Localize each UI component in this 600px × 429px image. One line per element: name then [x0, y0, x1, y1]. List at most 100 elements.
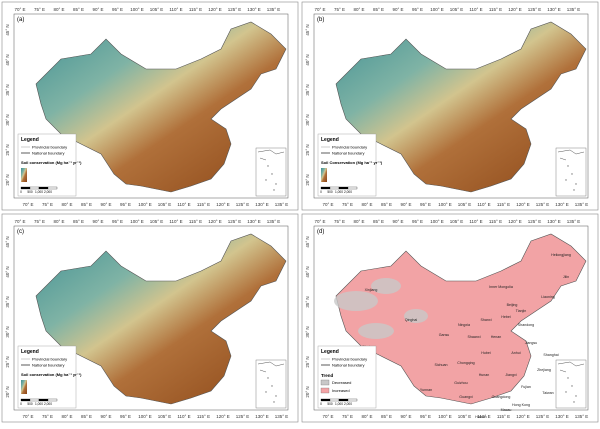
lon-label: 85° E — [381, 414, 392, 419]
lat-label: 25° N — [5, 144, 10, 155]
island — [565, 179, 567, 181]
province-label: Liaoning — [541, 295, 555, 299]
lon-label: 110° E — [477, 202, 490, 207]
lon-label: 75° E — [34, 7, 45, 12]
map-panel: (c) 70° E 70° E 75° E 75° E 80° E 80° E 85° E 85… — [1, 213, 299, 423]
scale-bar — [347, 186, 358, 190]
lon-label: 115° E — [489, 7, 502, 12]
lat-label: 40° N — [5, 54, 10, 65]
province-label: Sichuan — [435, 363, 448, 367]
legend-item: National boundary — [332, 151, 364, 156]
lon-label: 100° E — [430, 219, 444, 224]
legend-item: National boundary — [32, 151, 64, 156]
province-label: Fujian — [521, 385, 531, 389]
scale-label: 2,000 — [44, 190, 52, 194]
lon-label: 105° E — [150, 7, 164, 12]
map: Heilongjiang Jilin Liaoning Inner Mongolia B… — [334, 233, 587, 419]
panel-label: (d) — [317, 229, 324, 235]
lon-label: 130° E — [247, 219, 261, 224]
lon-label: 95° E — [412, 7, 423, 12]
scale-label: 500 — [327, 190, 333, 194]
inset-box — [555, 359, 587, 409]
scale-bar — [38, 398, 49, 402]
province-label: Shaanxi — [468, 335, 481, 339]
legend-box — [17, 133, 77, 197]
lon-label: 70° E — [14, 219, 25, 224]
lat-label: 45° N — [305, 236, 310, 247]
legend-item: National boundary — [32, 363, 64, 368]
island — [573, 401, 575, 403]
panel-label: (a) — [17, 17, 24, 23]
lat-label: 35° N — [5, 296, 10, 307]
lat-label: 25° N — [305, 356, 310, 367]
scale-bar — [338, 398, 349, 402]
map-frame — [313, 13, 589, 199]
lon-label: 135° E — [275, 414, 289, 419]
province-label: Hunan — [479, 373, 490, 377]
lon-label: 80° E — [353, 7, 364, 12]
lon-label: 75° E — [34, 219, 45, 224]
decrease-area — [358, 323, 394, 339]
province-label: Shandong — [518, 323, 534, 327]
province-label: Guangdong — [492, 395, 511, 399]
legend-title: Legend — [321, 349, 339, 355]
lon-label: 95° E — [112, 219, 123, 224]
scale-label: 500 — [27, 402, 33, 406]
lon-label: 105° E — [458, 414, 472, 419]
lon-label: 110° E — [169, 219, 182, 224]
lat-label: 20° N — [305, 174, 310, 185]
lon-label: 85° E — [73, 219, 84, 224]
map-panel: (b) 70° E 70° E 75° E 75° E 80° E 80° E 85° E 85… — [301, 1, 599, 211]
lon-label: 70° E — [322, 414, 333, 419]
lon-label: 100° E — [130, 7, 144, 12]
lon-label: 85° E — [81, 202, 92, 207]
lon-label: 125° E — [228, 7, 242, 12]
province-label: Inner Mongolia — [489, 285, 513, 289]
province-label: Chongqing — [457, 361, 474, 365]
island — [265, 179, 267, 181]
island — [571, 173, 573, 175]
lon-label: 120° E — [508, 219, 522, 224]
province-label: Hubei — [481, 351, 491, 355]
lon-label: 135° E — [267, 7, 281, 12]
south-china-sea-inset — [555, 359, 587, 409]
province-label: Henan — [491, 335, 502, 339]
lon-label: 110° E — [477, 414, 490, 419]
lon-label: 70° E — [314, 219, 325, 224]
lon-label: 105° E — [150, 219, 164, 224]
lon-label: 90° E — [392, 219, 403, 224]
island — [267, 377, 269, 379]
lon-label: 70° E — [22, 414, 33, 419]
legend-item: National boundary — [332, 363, 364, 368]
lon-label: 135° E — [575, 202, 589, 207]
lon-label: 120° E — [208, 219, 222, 224]
lon-label: 105° E — [458, 202, 472, 207]
scale-bar — [47, 186, 58, 190]
lon-label: 90° E — [100, 414, 111, 419]
scale-label: 2,000 — [344, 402, 352, 406]
lon-label: 125° E — [536, 202, 550, 207]
island — [275, 395, 277, 397]
lon-label: 80° E — [61, 414, 72, 419]
lon-label: 130° E — [547, 7, 561, 12]
island — [565, 391, 567, 393]
lat-label: 30° N — [305, 114, 310, 125]
lat-label: 20° N — [305, 386, 310, 397]
scale-bar — [338, 186, 349, 190]
lon-label: 125° E — [228, 219, 242, 224]
lon-label: 90° E — [92, 219, 103, 224]
lon-label: 105° E — [450, 7, 464, 12]
province-label: Hainan — [475, 415, 486, 419]
lon-label: 70° E — [322, 202, 333, 207]
lon-label: 90° E — [100, 202, 111, 207]
lat-label: 40° N — [5, 266, 10, 277]
color-ramp — [21, 168, 27, 182]
province-label: Heilongjiang — [551, 253, 571, 257]
scale-bar — [347, 398, 358, 402]
lon-label: 120° E — [516, 414, 530, 419]
lon-label: 125° E — [528, 219, 542, 224]
lon-label: 95° E — [420, 202, 431, 207]
lon-label: 70° E — [314, 7, 325, 12]
map-frame — [13, 225, 289, 411]
